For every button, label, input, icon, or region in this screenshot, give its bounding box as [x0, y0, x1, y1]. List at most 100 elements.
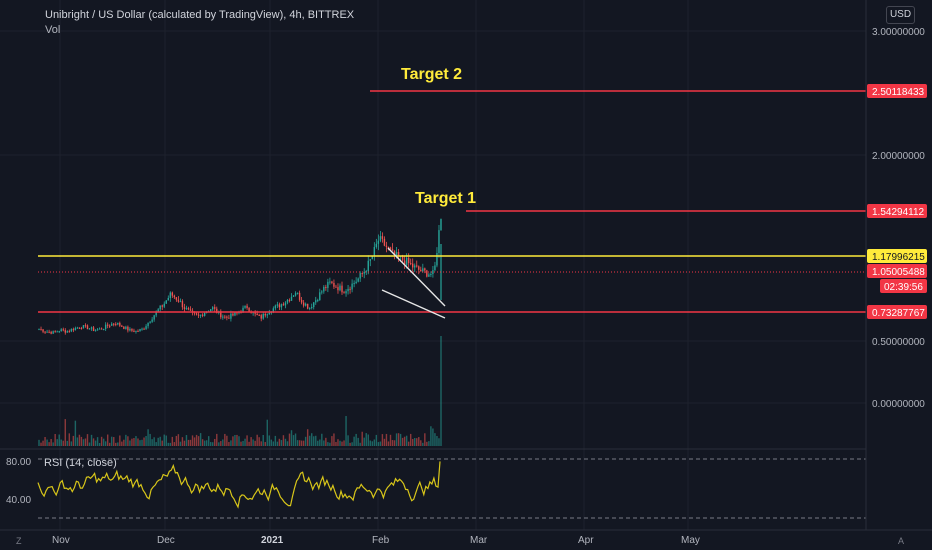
- candle-body: [381, 236, 384, 239]
- candle-body: [325, 286, 327, 288]
- volume-bar: [149, 433, 151, 446]
- volume-bar: [424, 433, 426, 446]
- volume-bar: [391, 440, 394, 446]
- auto-scale-icon[interactable]: A: [898, 536, 905, 546]
- volume-bar: [302, 440, 305, 446]
- candle-body: [74, 328, 77, 331]
- volume-bar: [147, 429, 149, 446]
- volume-bar: [171, 436, 174, 446]
- candle-body: [418, 266, 420, 270]
- volume-bar: [58, 434, 60, 446]
- volume-bar: [357, 437, 359, 446]
- price-tag-target1[interactable]: 1.54294112: [867, 204, 927, 218]
- volume-bar: [177, 434, 180, 446]
- timezone-icon[interactable]: Z: [16, 536, 22, 546]
- volume-bar: [175, 435, 178, 446]
- candle-body: [347, 288, 349, 292]
- candle-body: [420, 269, 422, 272]
- volume-bar: [414, 437, 416, 446]
- currency-button[interactable]: USD: [886, 6, 915, 24]
- price-tag-resistance[interactable]: 1.17996215: [867, 249, 927, 263]
- volume-bar: [331, 436, 333, 446]
- price-tag-support[interactable]: 0.73287767: [867, 305, 927, 319]
- volume-bar: [327, 442, 329, 446]
- price-candles: [38, 218, 442, 335]
- candle-body: [212, 307, 214, 310]
- rsi-line: [37, 461, 441, 509]
- volume-bar: [226, 435, 228, 446]
- volume-bar: [185, 435, 188, 446]
- candle-body: [393, 250, 396, 256]
- candle-body: [189, 309, 192, 311]
- volume-bar: [440, 336, 442, 446]
- candle-body: [149, 321, 151, 323]
- candle-body: [153, 315, 155, 320]
- candle-body: [323, 286, 325, 292]
- candle-body: [185, 308, 188, 310]
- candle-body: [403, 260, 406, 265]
- candle-body: [244, 305, 246, 308]
- volume-bar: [173, 442, 176, 446]
- volume-bar: [361, 431, 363, 446]
- volume-bar: [191, 435, 194, 446]
- candle-body: [147, 322, 149, 327]
- candle-body: [44, 331, 46, 333]
- time-label: 2021: [261, 535, 284, 546]
- candle-body: [70, 329, 73, 332]
- volume-bar: [377, 442, 380, 446]
- rsi-tick: 80.00: [6, 457, 31, 468]
- volume-bar: [270, 439, 273, 446]
- volume-bar: [137, 438, 139, 446]
- volume-bar: [151, 439, 153, 446]
- volume-bar: [201, 439, 204, 446]
- candle-body: [145, 326, 147, 329]
- price-tick: 0.50000000: [872, 337, 925, 348]
- volume-bar: [98, 442, 101, 446]
- volume-bar: [311, 433, 313, 446]
- volume-bar: [193, 437, 196, 446]
- candle-body: [432, 270, 434, 275]
- candle-body: [181, 301, 184, 308]
- candle-body: [333, 282, 335, 287]
- volume-bar: [397, 433, 400, 446]
- volume-bar: [298, 440, 301, 446]
- wedge-lower-line[interactable]: [381, 289, 446, 319]
- volume-bar: [113, 437, 115, 446]
- svg-text:1.54294112: 1.54294112: [872, 207, 925, 218]
- volume-bar: [131, 438, 133, 446]
- price-tag-last[interactable]: 1.05005488: [867, 264, 927, 278]
- volume-bar: [207, 436, 210, 446]
- candle-body: [155, 311, 157, 316]
- candle-body: [82, 325, 85, 329]
- candle-body: [64, 330, 66, 333]
- volume-bar: [52, 442, 54, 446]
- volume-bar: [409, 433, 412, 446]
- volume-bar: [266, 419, 268, 446]
- volume-bar: [280, 440, 283, 446]
- price-tick: 0.00000000: [872, 399, 925, 410]
- volume-bar: [383, 438, 386, 446]
- volume-bar: [432, 428, 434, 446]
- candle-body: [379, 236, 382, 241]
- wedge-upper-line[interactable]: [387, 247, 446, 307]
- volume-bar: [278, 438, 281, 446]
- volume-bar: [244, 438, 246, 446]
- volume-bar: [106, 434, 109, 446]
- candle-body: [98, 328, 101, 330]
- volume-bar: [284, 438, 287, 446]
- svg-text:1.05005488: 1.05005488: [872, 267, 925, 278]
- volume-bar: [104, 441, 107, 446]
- candle-body: [282, 304, 285, 306]
- volume-bar: [60, 439, 62, 446]
- time-label: Feb: [372, 535, 390, 546]
- candle-body: [395, 251, 398, 256]
- candle-body: [46, 331, 48, 333]
- volume-bar: [268, 435, 270, 446]
- candle-body: [157, 309, 159, 312]
- price-tag-target2[interactable]: 2.50118433: [867, 84, 927, 98]
- volume-bar: [272, 441, 275, 446]
- volume-bar: [199, 433, 202, 446]
- volume-bar: [347, 435, 349, 446]
- volume-bar: [50, 438, 52, 446]
